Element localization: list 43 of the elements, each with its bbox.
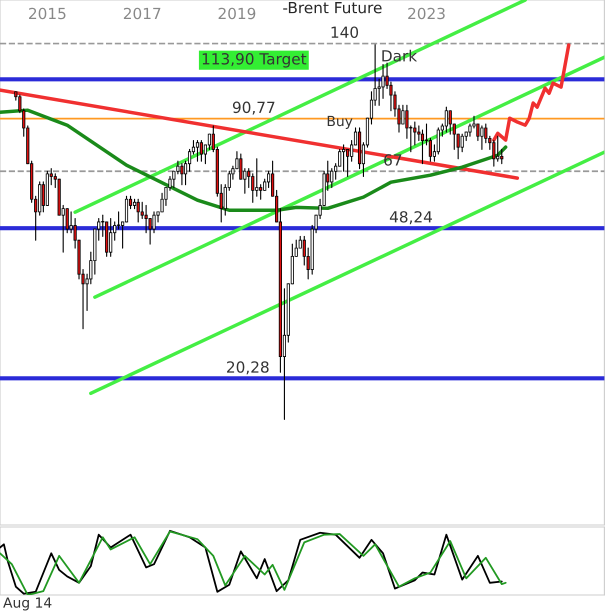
candlestick [381,64,385,99]
candlestick [378,78,381,106]
candlestick [180,163,184,186]
ref-line-label: 20,28 [227,361,269,374]
ref-line-label: 140 [332,26,358,38]
ref-line-label: 90,77 [232,102,274,115]
candlestick [136,198,140,223]
x-tick-label: 2017 [124,8,160,20]
candlestick [239,153,242,180]
candlestick [444,106,448,133]
candlestick [196,140,200,162]
candlestick [124,196,128,223]
candlestick [66,208,69,234]
x-tick-label: 2023 [408,8,445,20]
candlestick [476,123,480,142]
candlestick [148,218,152,245]
candlestick [259,184,262,200]
annotation: Buy [328,116,353,129]
text: Aug 14 [3,597,52,610]
candlestick [480,125,484,150]
candlestick [448,110,452,135]
candlestick [144,204,148,234]
candlestick [500,148,504,164]
candlestick [152,211,156,234]
candlestick [342,144,346,172]
x-tick-label: 2019 [218,8,256,20]
candlestick [468,123,472,137]
chart-title: -Brent Future [283,2,382,14]
candlestick [109,218,112,257]
candlestick [200,140,203,162]
candlestick [492,140,496,167]
candlestick [346,148,350,178]
candlestick [401,104,404,125]
candlestick [428,138,432,162]
candlestick [255,158,258,197]
ref-line-label: 113,90 Target [202,53,306,68]
candlestick [460,134,464,152]
candlestick [420,129,424,164]
candlestick [496,136,500,162]
candlestick [188,148,192,172]
ref-line-label: 48,24 [390,211,432,224]
candlestick [132,198,136,210]
x-tick-label: 2015 [29,8,66,20]
